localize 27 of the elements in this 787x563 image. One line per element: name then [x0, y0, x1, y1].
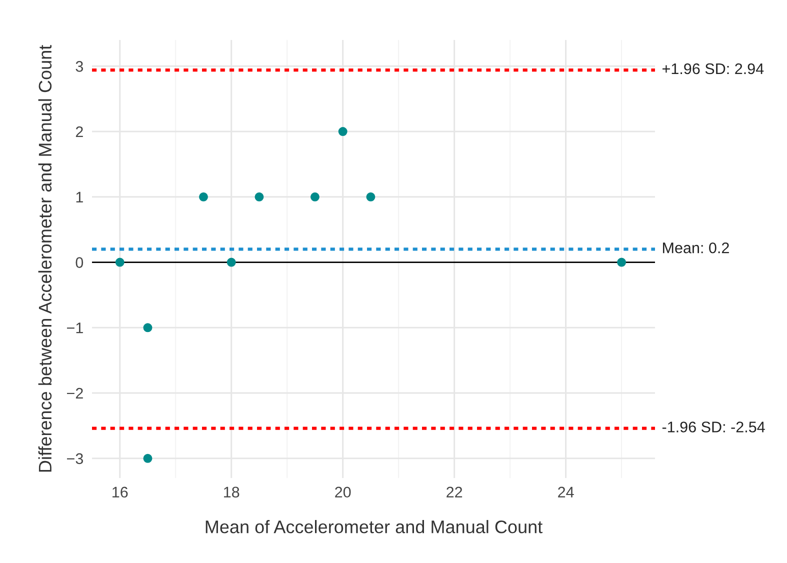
y-tick-label: 0 [76, 257, 84, 268]
x-tick-label: 18 [224, 486, 240, 498]
point [310, 192, 320, 202]
x-tick-label: 20 [335, 486, 351, 498]
x-tick-label: 16 [112, 486, 128, 498]
ref-line-label: -1.96 SD: -2.54 [662, 422, 765, 432]
y-tick-label: 3 [76, 61, 83, 72]
y-axis-title: Difference between Accelerometer and Manual Count [38, 44, 52, 472]
ref-line-label: +1.96 SD: 2.94 [662, 63, 764, 74]
point [143, 323, 152, 332]
x-tick-label: 22 [446, 486, 462, 498]
point [226, 258, 236, 267]
point [254, 192, 264, 202]
x-axis-title: Mean of Accelerometer and Manual Count [206, 520, 542, 534]
point [338, 127, 348, 136]
y-tick-label: 1 [76, 192, 83, 202]
point [366, 192, 376, 202]
point [617, 258, 626, 267]
y-tick-label: −2 [67, 388, 83, 399]
point [198, 192, 208, 202]
y-tick-label: 2 [76, 126, 83, 138]
y-tick-label: −3 [67, 453, 83, 464]
y-tick-label: −1 [67, 322, 83, 334]
ref-line-label: Mean: 0.2 [663, 242, 729, 254]
x-tick-label: 24 [558, 486, 574, 498]
point [143, 454, 152, 463]
point [115, 258, 124, 267]
